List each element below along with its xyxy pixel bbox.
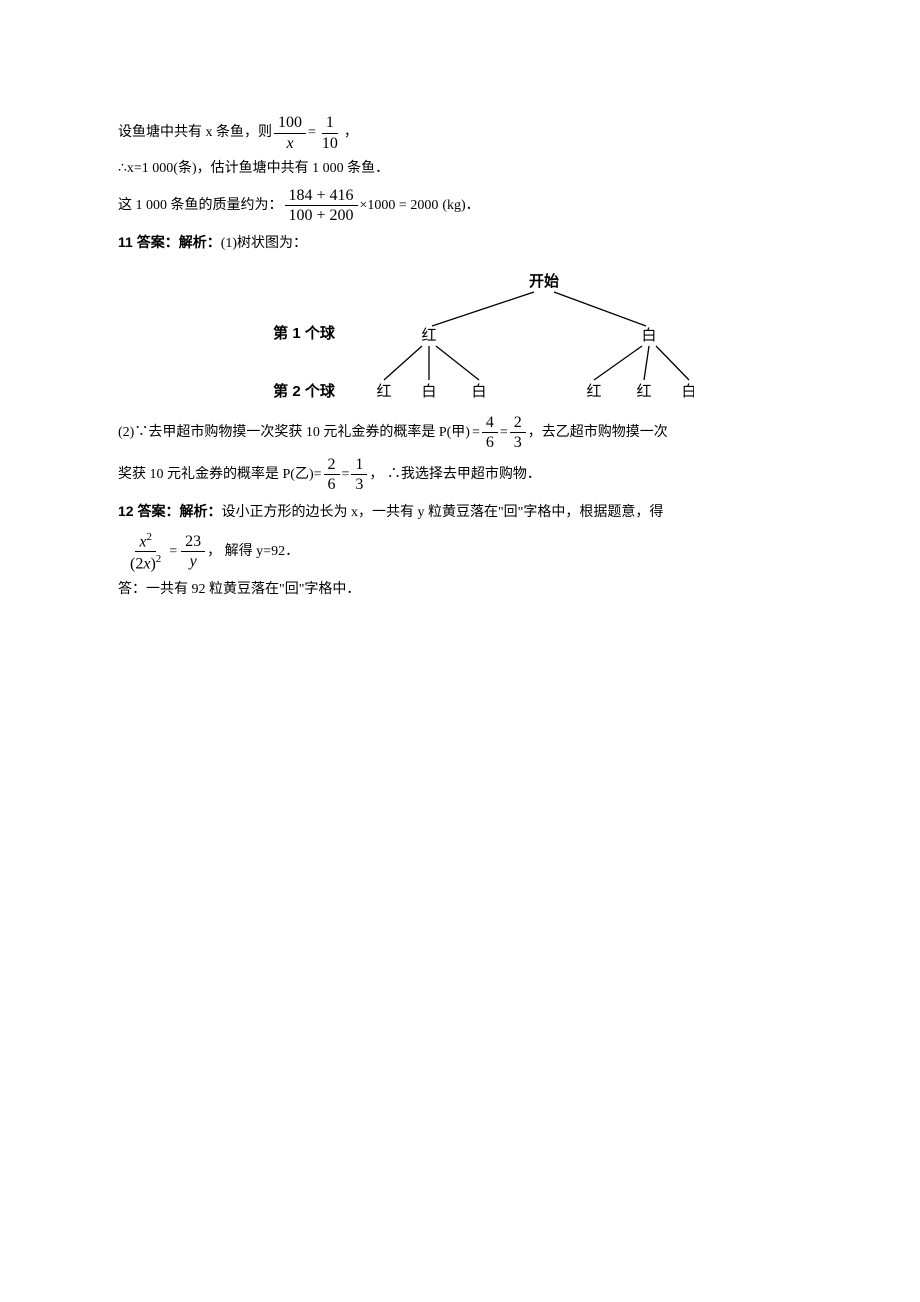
text: 奖获 10 元礼金券的概率是 P(乙)=	[118, 466, 322, 484]
text: 设小正方形的边长为 x，一共有 y 粒黄豆落在"回"字格中，根据题意，得	[221, 505, 663, 520]
tree-edge	[656, 346, 689, 380]
answer-label: 11 答案：解析：	[118, 234, 221, 250]
numerator: 4	[482, 414, 498, 434]
tree-row-label: 第 1 个球	[273, 324, 336, 342]
tree-edge	[594, 346, 642, 380]
denominator: 6	[324, 475, 340, 494]
tree-edge	[554, 292, 646, 326]
text: ×1000 = 2000	[360, 197, 439, 215]
text: ，	[344, 124, 358, 142]
text: (kg)．	[442, 197, 479, 215]
numerator: 1	[351, 456, 367, 476]
numerator: 23	[181, 533, 205, 553]
paragraph: 11 答案：解析：(1)树状图为：	[118, 229, 810, 258]
equals: =	[500, 424, 508, 442]
denominator: (2x)2	[126, 552, 165, 573]
tree-node: 白	[681, 383, 694, 400]
paragraph: 这 1 000 条鱼的质量约为： 184 + 416 100 + 200 ×10…	[118, 187, 810, 225]
text: (2)∵去甲超市购物摸一次奖获 10 元礼金券的概率是 P(甲)	[118, 424, 470, 442]
text: 这 1 000 条鱼的质量约为：	[118, 197, 283, 215]
numerator: 2	[324, 456, 340, 476]
paragraph: 设鱼塘中共有 x 条鱼，则 100 x = 1 10 ，	[118, 114, 810, 152]
tree-svg: 开始 第 1 个球 红 白 第 2 个球 红 白 白 红 红 白	[234, 268, 694, 408]
text: ， ∴我选择去甲超市购物．	[369, 466, 541, 484]
fraction: 2 3	[510, 414, 526, 452]
denominator: 3	[510, 433, 526, 452]
numerator: 2	[510, 414, 526, 434]
tree-node: 红	[421, 327, 436, 344]
equals: =	[472, 424, 480, 442]
denominator: y	[186, 552, 201, 571]
tree-edge	[644, 346, 649, 380]
numerator: 100	[274, 114, 306, 134]
numerator: 184 + 416	[285, 187, 358, 207]
tree-node: 红	[636, 383, 651, 400]
paragraph: 12 答案：解析：设小正方形的边长为 x，一共有 y 粒黄豆落在"回"字格中，根…	[118, 498, 810, 527]
fraction: 100 x	[274, 114, 306, 152]
denominator: 100 + 200	[285, 206, 358, 225]
text: ， 解得 y=92．	[207, 543, 299, 561]
answer-label: 12 答案：解析：	[118, 503, 221, 519]
tree-root: 开始	[529, 272, 559, 290]
tree-row-label: 第 2 个球	[273, 382, 336, 400]
text: (1)树状图为：	[221, 236, 307, 251]
tree-node: 白	[471, 383, 486, 400]
denominator: 6	[482, 433, 498, 452]
equals: =	[342, 466, 350, 484]
fraction: 1 10	[318, 114, 342, 152]
tree-node: 红	[376, 383, 391, 400]
fraction: 1 3	[351, 456, 367, 494]
tree-diagram: 开始 第 1 个球 红 白 第 2 个球 红 白 白 红 红 白	[118, 268, 810, 408]
fraction: 4 6	[482, 414, 498, 452]
tree-node: 红	[586, 383, 601, 400]
text: 设鱼塘中共有 x 条鱼，则	[118, 124, 272, 142]
tree-edge	[384, 346, 422, 380]
fraction: 23 y	[181, 533, 205, 571]
equals: =	[308, 124, 316, 142]
fraction: x2 (2x)2	[126, 531, 165, 574]
tree-node: 白	[421, 383, 436, 400]
tree-node: 白	[641, 327, 656, 344]
paragraph: ∴x=1 000(条)，估计鱼塘中共有 1 000 条鱼．	[118, 156, 810, 183]
numerator: 1	[322, 114, 338, 134]
denominator: x	[282, 134, 297, 153]
document-page: 设鱼塘中共有 x 条鱼，则 100 x = 1 10 ， ∴x=1 000(条)…	[0, 0, 920, 604]
paragraph: 奖获 10 元礼金券的概率是 P(乙)= 2 6 = 1 3 ， ∴我选择去甲超…	[118, 456, 810, 494]
paragraph: x2 (2x)2 = 23 y ， 解得 y=92．	[124, 531, 810, 574]
paragraph: 答：一共有 92 粒黄豆落在"回"字格中．	[118, 577, 810, 604]
fraction: 184 + 416 100 + 200	[285, 187, 358, 225]
tree-edge	[436, 346, 479, 380]
denominator: 3	[351, 475, 367, 494]
fraction: 2 6	[324, 456, 340, 494]
equals: =	[169, 543, 177, 561]
paragraph: (2)∵去甲超市购物摸一次奖获 10 元礼金券的概率是 P(甲) = 4 6 =…	[118, 414, 810, 452]
numerator: x2	[135, 531, 156, 553]
denominator: 10	[318, 134, 342, 153]
tree-edge	[432, 292, 534, 326]
text: ，去乙超市购物摸一次	[528, 424, 668, 442]
